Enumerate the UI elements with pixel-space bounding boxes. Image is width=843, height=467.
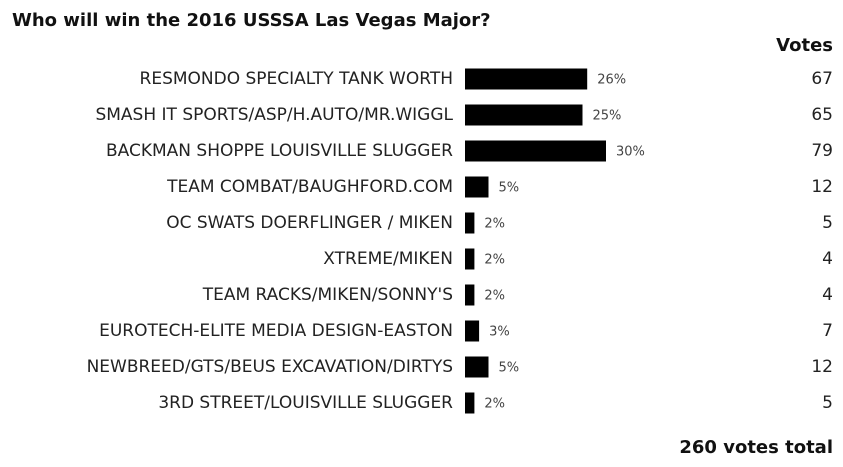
- vote-count: 65: [811, 105, 833, 125]
- option-label: TEAM COMBAT/BAUGHFORD.COM: [166, 177, 453, 197]
- option-label: OC SWATS DOERFLINGER / MIKEN: [166, 213, 453, 233]
- option-label: SMASH IT SPORTS/ASP/H.AUTO/MR.WIGGL: [95, 105, 453, 125]
- vote-count: 4: [822, 285, 833, 305]
- vote-count: 67: [811, 69, 833, 89]
- option-label: BACKMAN SHOPPE LOUISVILLE SLUGGER: [106, 141, 453, 161]
- percent-label: 5%: [499, 181, 520, 196]
- bar: [465, 284, 475, 306]
- bar: [465, 248, 475, 270]
- total-votes: 260 votes total: [679, 437, 833, 458]
- vote-count: 7: [822, 321, 833, 341]
- percent-label: 2%: [484, 253, 505, 268]
- vote-count: 5: [822, 393, 833, 413]
- percent-label: 25%: [593, 109, 622, 124]
- option-label: TEAM RACKS/MIKEN/SONNY'S: [202, 285, 453, 305]
- percent-label: 2%: [484, 397, 505, 412]
- percent-label: 5%: [499, 361, 520, 376]
- bar: [465, 356, 489, 378]
- bar: [465, 140, 606, 162]
- bar: [465, 104, 583, 126]
- percent-label: 2%: [484, 217, 505, 232]
- bar: [465, 176, 489, 198]
- vote-count: 79: [811, 141, 833, 161]
- percent-label: 26%: [597, 73, 626, 88]
- vote-count: 12: [811, 357, 833, 377]
- percent-label: 2%: [484, 289, 505, 304]
- bar: [465, 68, 588, 90]
- vote-count: 5: [822, 213, 833, 233]
- vote-count: 4: [822, 249, 833, 269]
- poll-title: Who will win the 2016 USSSA Las Vegas Ma…: [12, 10, 491, 31]
- bar: [465, 392, 475, 414]
- option-label: XTREME/MIKEN: [323, 249, 453, 269]
- bar: [465, 320, 480, 342]
- votes-header: Votes: [776, 35, 833, 56]
- option-label: RESMONDO SPECIALTY TANK WORTH: [140, 69, 453, 89]
- vote-count: 12: [811, 177, 833, 197]
- option-label: EUROTECH-ELITE MEDIA DESIGN-EASTON: [99, 321, 453, 341]
- option-label: NEWBREED/GTS/BEUS EXCAVATION/DIRTYS: [87, 357, 453, 377]
- bar: [465, 212, 475, 234]
- percent-label: 30%: [616, 145, 645, 160]
- option-label: 3RD STREET/LOUISVILLE SLUGGER: [158, 393, 453, 413]
- percent-label: 3%: [489, 325, 510, 340]
